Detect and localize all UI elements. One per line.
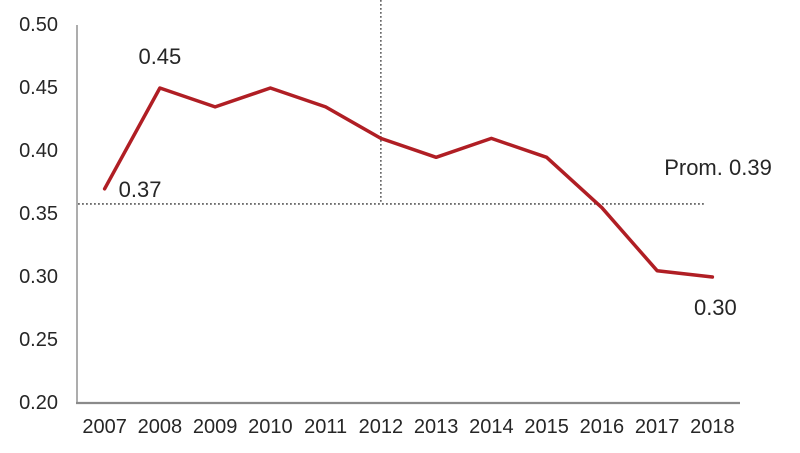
x-tick-label: 2014: [469, 416, 514, 438]
y-tick-label: 0.20: [19, 392, 58, 414]
data-label-2008: 0.45: [138, 44, 182, 69]
x-tick-label: 2015: [524, 416, 569, 438]
y-tick-label: 0.45: [19, 77, 58, 99]
y-tick-label: 0.40: [19, 140, 58, 162]
x-tick-label: 2017: [634, 416, 680, 438]
data-label-2018: 0.30: [693, 295, 737, 320]
x-tick-label: 2012: [358, 416, 404, 438]
x-tick-label: 2018: [690, 416, 735, 438]
average-label: Prom. 0.39: [664, 154, 772, 180]
y-tick-label: 0.35: [19, 203, 58, 225]
y-tick-label: 0.25: [19, 329, 58, 351]
x-tick-label: 2013: [413, 416, 459, 438]
data-line: [102, 86, 715, 279]
x-tick-label: 2008: [137, 416, 183, 438]
x-tick-label: 2010: [248, 416, 293, 438]
y-tick-label: 0.30: [19, 266, 58, 288]
x-tick-label: 2009: [192, 416, 238, 438]
data-label-2007: 0.37: [118, 176, 162, 202]
x-tick-label: 2016: [579, 416, 625, 438]
y-tick-label: 0.50: [19, 14, 58, 36]
x-tick-label: 2011: [304, 416, 348, 438]
x-tick-label: 2007: [82, 416, 127, 438]
